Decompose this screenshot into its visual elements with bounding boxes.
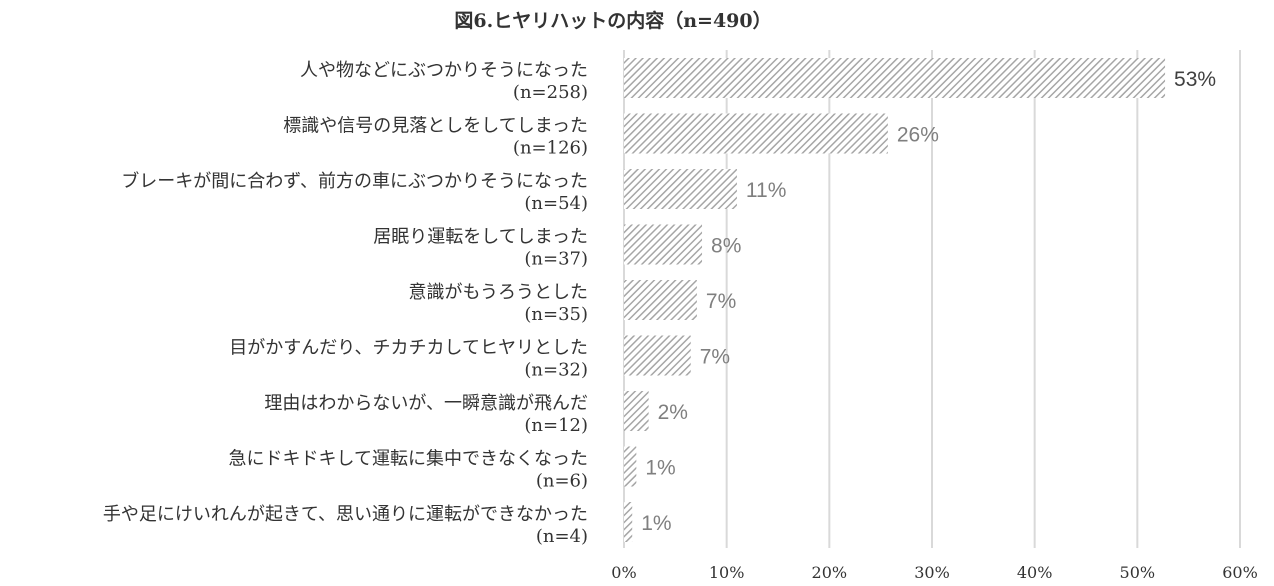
- category-n-label: (n=54): [524, 193, 588, 214]
- category-label: 人や物などにぶつかりそうになった: [300, 60, 588, 81]
- category-n-label: (n=126): [513, 138, 588, 159]
- category-n-label: (n=4): [536, 526, 588, 547]
- bar: [624, 113, 888, 154]
- data-label: 8%: [711, 235, 741, 258]
- category-n-label: (n=37): [524, 249, 588, 270]
- bar: [624, 446, 637, 487]
- category-n-label: (n=258): [513, 82, 588, 103]
- category-labels: 人や物などにぶつかりそうになった(n=258) 標識や信号の見落としをしてしまった…: [103, 60, 588, 547]
- data-label: 2%: [658, 401, 688, 424]
- x-tick-label: 50%: [1120, 563, 1156, 582]
- bar: [624, 280, 697, 320]
- category-label: 急にドキドキして運転に集中できなくなった: [229, 449, 588, 470]
- bar: [624, 335, 691, 376]
- x-tick-label: 20%: [812, 563, 848, 582]
- data-label: 7%: [706, 290, 736, 313]
- x-tick-label: 30%: [914, 563, 950, 582]
- category-label: 意識がもうろうとした: [409, 282, 588, 303]
- category-label: 手や足にけいれんが起きて、思い通りに運転ができなかった: [103, 504, 588, 525]
- bar: [624, 391, 649, 431]
- data-label: 26%: [897, 124, 939, 147]
- x-axis-ticks: 0% 10% 20% 30% 40% 50% 60%: [611, 563, 1257, 582]
- category-label: 標識や信号の見落としをしてしまった: [283, 116, 588, 137]
- bar: [624, 58, 1166, 98]
- category-label: 居眠り運転をしてしまった: [373, 227, 588, 248]
- category-n-label: (n=12): [524, 415, 588, 436]
- bar: [624, 502, 633, 542]
- chart-title: 図6.ヒヤリハットの内容（n=490）: [454, 9, 771, 32]
- category-label: 理由はわからないが、一瞬意識が飛んだ: [264, 393, 588, 414]
- x-tick-label: 60%: [1222, 563, 1258, 582]
- bar: [624, 224, 703, 265]
- category-n-label: (n=6): [536, 471, 588, 492]
- bar: [624, 169, 737, 209]
- bars: [624, 58, 1166, 542]
- x-tick-label: 10%: [709, 563, 745, 582]
- data-label: 1%: [645, 457, 675, 480]
- category-label: ブレーキが間に合わず、前方の車にぶつかりそうになった: [121, 170, 588, 192]
- x-tick-label: 40%: [1017, 563, 1053, 582]
- data-label: 1%: [641, 512, 671, 535]
- category-label: 目がかすんだり、チカチカしてヒヤリとした: [229, 338, 588, 359]
- data-label: 7%: [700, 346, 730, 369]
- category-n-label: (n=35): [524, 304, 588, 325]
- data-label: 53%: [1174, 68, 1216, 91]
- data-labels: 53% 26% 11% 8% 7% 7% 2% 1% 1%: [641, 68, 1216, 535]
- x-tick-label: 0%: [611, 563, 636, 582]
- category-n-label: (n=32): [524, 360, 588, 381]
- data-label: 11%: [746, 179, 786, 202]
